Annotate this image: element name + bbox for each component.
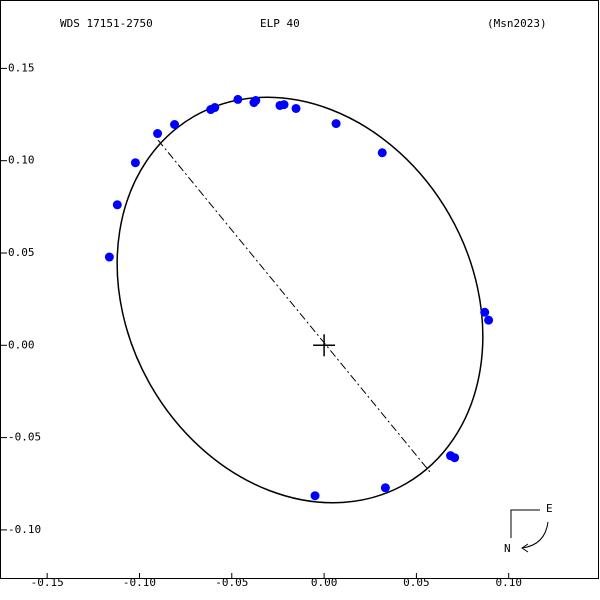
observation xyxy=(377,148,387,158)
observation xyxy=(291,103,301,113)
chart-title: WDS 17151-2750 xyxy=(60,17,153,30)
compass-north: N xyxy=(504,542,511,555)
chart-subtitle: ELP 40 xyxy=(260,17,300,30)
observation xyxy=(310,491,320,501)
x-tick-label: 0.10 xyxy=(495,576,522,589)
observation xyxy=(104,252,114,262)
compass-arrowhead xyxy=(521,543,529,553)
frame xyxy=(0,0,599,579)
y-tick-label: -0.10 xyxy=(8,523,41,536)
source: (Msn2023) xyxy=(487,17,547,30)
observation xyxy=(251,96,261,106)
observation xyxy=(130,158,140,168)
y-tick-label: 0.00 xyxy=(8,338,35,351)
observation xyxy=(210,103,220,113)
x-tick-label: -0.10 xyxy=(123,576,156,589)
orbit xyxy=(116,96,484,504)
observation xyxy=(484,315,494,325)
y-tick-label: 0.15 xyxy=(8,61,35,74)
y-tick-label: -0.05 xyxy=(8,431,41,444)
observation xyxy=(380,483,390,493)
observation xyxy=(480,307,490,317)
observation xyxy=(279,100,289,110)
line-of-nodes xyxy=(157,139,431,473)
y-tick-label: 0.10 xyxy=(8,154,35,167)
compass-arrow xyxy=(521,521,549,549)
compass-east: E xyxy=(546,502,553,515)
x-tick-label: -0.05 xyxy=(215,576,248,589)
observation xyxy=(170,120,180,130)
compass-axes xyxy=(510,509,540,538)
observation xyxy=(153,129,163,139)
x-tick-label: -0.15 xyxy=(31,576,64,589)
compass: E N xyxy=(504,502,553,555)
observation xyxy=(450,453,460,463)
x-tick-label: 0.00 xyxy=(311,576,338,589)
observation xyxy=(112,200,122,210)
observation xyxy=(233,94,243,104)
y-tick-label: 0.05 xyxy=(8,246,35,259)
observation xyxy=(331,119,341,129)
x-tick-label: 0.05 xyxy=(403,576,430,589)
